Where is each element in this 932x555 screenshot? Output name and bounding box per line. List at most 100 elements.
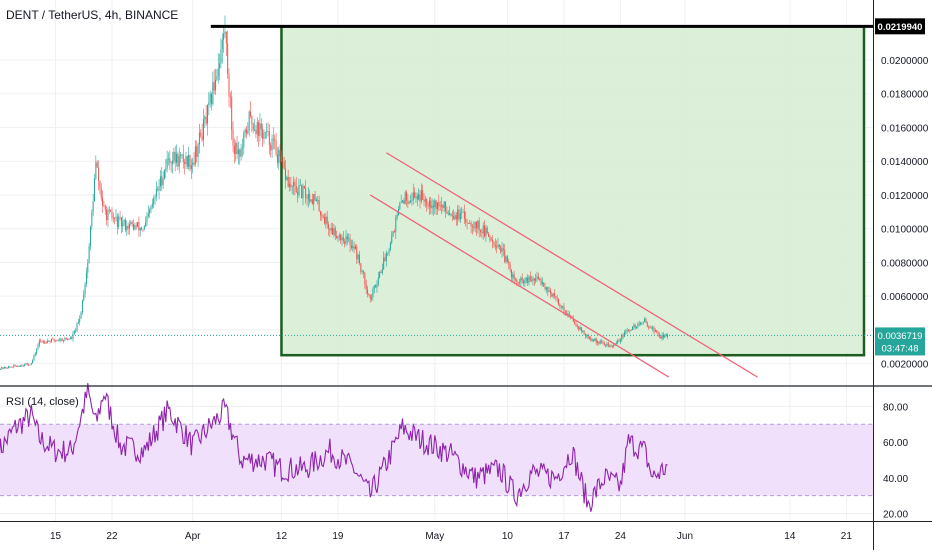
channel-upper-line[interactable]: [386, 152, 758, 378]
candle-body: [69, 337, 71, 340]
candle-body: [29, 364, 31, 366]
candle-body: [53, 338, 55, 341]
candle-body: [512, 274, 514, 278]
candle-body: [365, 283, 367, 290]
candle-body: [229, 96, 231, 98]
candle-body: [523, 280, 525, 284]
candle-body: [92, 201, 94, 213]
candle-body: [89, 226, 91, 247]
candle-body: [256, 122, 258, 135]
candle-body: [568, 313, 570, 316]
candle-body: [564, 311, 566, 314]
candle-body: [18, 366, 20, 367]
candle-body: [652, 327, 654, 329]
candle-body: [108, 209, 110, 211]
candle-body: [133, 224, 135, 230]
candle-body: [10, 366, 12, 368]
candle-body: [485, 227, 487, 237]
candle-body: [33, 354, 35, 360]
candle-body: [474, 221, 476, 229]
candle-body: [358, 254, 360, 264]
price-tick-label: 0.0140000: [881, 157, 929, 168]
candle-body: [157, 189, 159, 191]
candle-body: [60, 338, 62, 341]
target-zone-box[interactable]: [280, 25, 866, 357]
candle-body: [447, 213, 449, 214]
candle-body: [139, 227, 141, 231]
candle-body: [131, 222, 133, 225]
channel-lower-line[interactable]: [369, 194, 670, 378]
candle-body: [107, 209, 109, 221]
candle-body: [461, 212, 463, 214]
candle-body: [318, 200, 320, 212]
time-tick-label: 10: [502, 531, 514, 542]
candle-body: [607, 343, 609, 346]
candle-body: [270, 145, 272, 151]
candle-body: [404, 192, 406, 204]
candle-body: [638, 323, 640, 325]
candle-body: [427, 205, 429, 207]
candle-body: [547, 287, 549, 292]
candle-body: [603, 342, 605, 346]
candle-body: [364, 272, 366, 284]
time-axis[interactable]: 15 22 Apr 12 19 May 10 17 24 Jun 14 21: [50, 531, 852, 542]
candle-body: [381, 269, 383, 273]
candle-body: [303, 186, 305, 189]
candle-body: [71, 337, 73, 339]
candle-body: [462, 211, 464, 213]
candle-body: [116, 216, 118, 227]
candle-body: [124, 220, 126, 231]
candle-body: [198, 132, 200, 145]
rsi-tick-label: 80.00: [883, 402, 908, 413]
rsi-axis[interactable]: 80.00 60.00 40.00 20.00: [883, 402, 908, 520]
price-axis[interactable]: 0.0200000 0.0180000 0.0160000 0.0140000 0.01…: [881, 56, 929, 371]
candle-body: [383, 257, 385, 270]
candle-body: [76, 323, 78, 331]
candle-body: [287, 176, 289, 187]
candle-body: [436, 202, 438, 209]
candle-body: [389, 242, 391, 251]
candle-body: [630, 329, 632, 331]
last-price-tag: [875, 327, 925, 356]
candle-body: [264, 132, 266, 134]
candle-body: [104, 206, 106, 210]
price-tick-label: 0.0200000: [881, 56, 929, 67]
candle-body: [319, 211, 321, 216]
candle-body: [367, 289, 369, 294]
candle-body: [510, 269, 512, 278]
candle-body: [85, 272, 87, 284]
candle-body: [350, 245, 352, 248]
candle-body: [508, 261, 510, 265]
candle-body: [297, 192, 299, 196]
candle-body: [567, 313, 569, 316]
rsi-layer: [0, 383, 873, 512]
candle-body: [3, 366, 5, 369]
candle-body: [618, 340, 620, 342]
candle-body: [475, 221, 477, 229]
candle-body: [354, 246, 356, 249]
candle-body: [278, 149, 280, 163]
candle-body: [629, 329, 631, 331]
candle-body: [275, 140, 277, 155]
candle-body: [7, 366, 9, 369]
candle-body: [215, 79, 217, 91]
candle-body: [142, 229, 144, 231]
candle-body: [482, 225, 484, 234]
candle-body: [110, 209, 112, 212]
candle-body: [648, 326, 650, 328]
candle-body: [662, 334, 664, 338]
candle-body: [393, 231, 395, 233]
candle-body: [617, 340, 619, 344]
candle-body: [2, 367, 4, 369]
candle-body: [636, 326, 638, 329]
candle-body: [291, 185, 293, 187]
resistance-price-tag: [875, 18, 925, 35]
candle-body: [494, 245, 496, 247]
candle-body: [72, 333, 74, 339]
candle-body: [428, 200, 430, 207]
candle-body: [492, 239, 494, 243]
candle-body: [328, 224, 330, 229]
candle-body: [250, 111, 252, 117]
